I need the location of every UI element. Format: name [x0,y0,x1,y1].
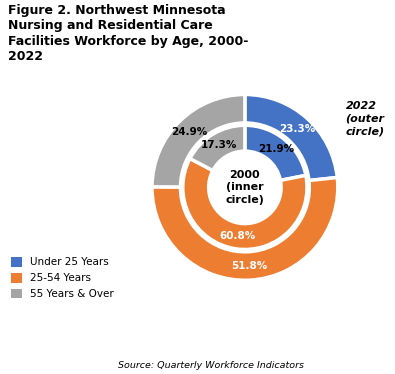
Text: 23.3%: 23.3% [279,124,316,134]
Text: 2022
(outer
circle): 2022 (outer circle) [346,101,385,137]
Wedge shape [152,178,338,280]
Wedge shape [245,125,306,180]
Text: 60.8%: 60.8% [220,231,256,241]
Circle shape [209,151,281,224]
Text: Source: Quarterly Workforce Indicators: Source: Quarterly Workforce Indicators [118,361,305,370]
Wedge shape [183,159,307,249]
Text: 24.9%: 24.9% [171,126,208,137]
Text: 2000
(inner
circle): 2000 (inner circle) [226,169,264,205]
Wedge shape [190,125,245,171]
Text: 51.8%: 51.8% [231,261,267,271]
Wedge shape [152,95,245,187]
Text: 17.3%: 17.3% [201,140,238,150]
Text: Figure 2. Northwest Minnesota
Nursing and Residential Care
Facilities Workforce : Figure 2. Northwest Minnesota Nursing an… [8,4,248,63]
Legend: Under 25 Years, 25-54 Years, 55 Years & Over: Under 25 Years, 25-54 Years, 55 Years & … [9,255,116,301]
Text: 21.9%: 21.9% [258,144,294,154]
Wedge shape [245,95,337,181]
